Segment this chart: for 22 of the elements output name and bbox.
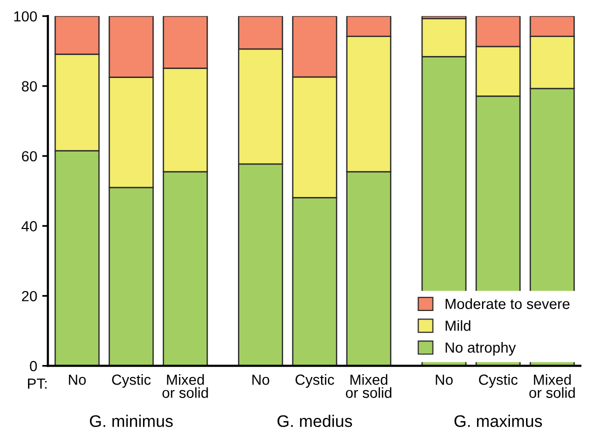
text: G. minimus bbox=[90, 414, 173, 428]
x-tick-label: Cystic bbox=[296, 374, 334, 388]
y-tick-label: 80 bbox=[22, 81, 37, 92]
x-tick-label: No bbox=[68, 374, 86, 385]
y-tick-label: 0 bbox=[30, 360, 37, 372]
x-tick-label: No bbox=[252, 374, 270, 385]
text: G. medius bbox=[278, 414, 352, 428]
legend-label: No atrophy bbox=[446, 342, 516, 356]
text: G. maximus bbox=[454, 414, 542, 428]
text: PT: bbox=[28, 378, 47, 389]
x-tick-label: Cystic bbox=[479, 374, 518, 388]
y-tick-label: 40 bbox=[22, 221, 37, 232]
y-tick-label: 60 bbox=[22, 151, 37, 162]
x-tick-label: No bbox=[436, 374, 453, 385]
y-tick-label: 20 bbox=[22, 290, 37, 302]
legend-label: Moderate to severe bbox=[446, 298, 570, 310]
x-tick-label: Mixed or solid bbox=[529, 374, 575, 398]
y-tick-label: 100 bbox=[14, 11, 37, 22]
x-tick-label: Cystic bbox=[112, 374, 151, 388]
legend-label: Mild bbox=[446, 320, 470, 331]
x-tick-label: Mixed or solid bbox=[162, 374, 208, 398]
x-tick-label: Mixed or solid bbox=[346, 374, 392, 398]
